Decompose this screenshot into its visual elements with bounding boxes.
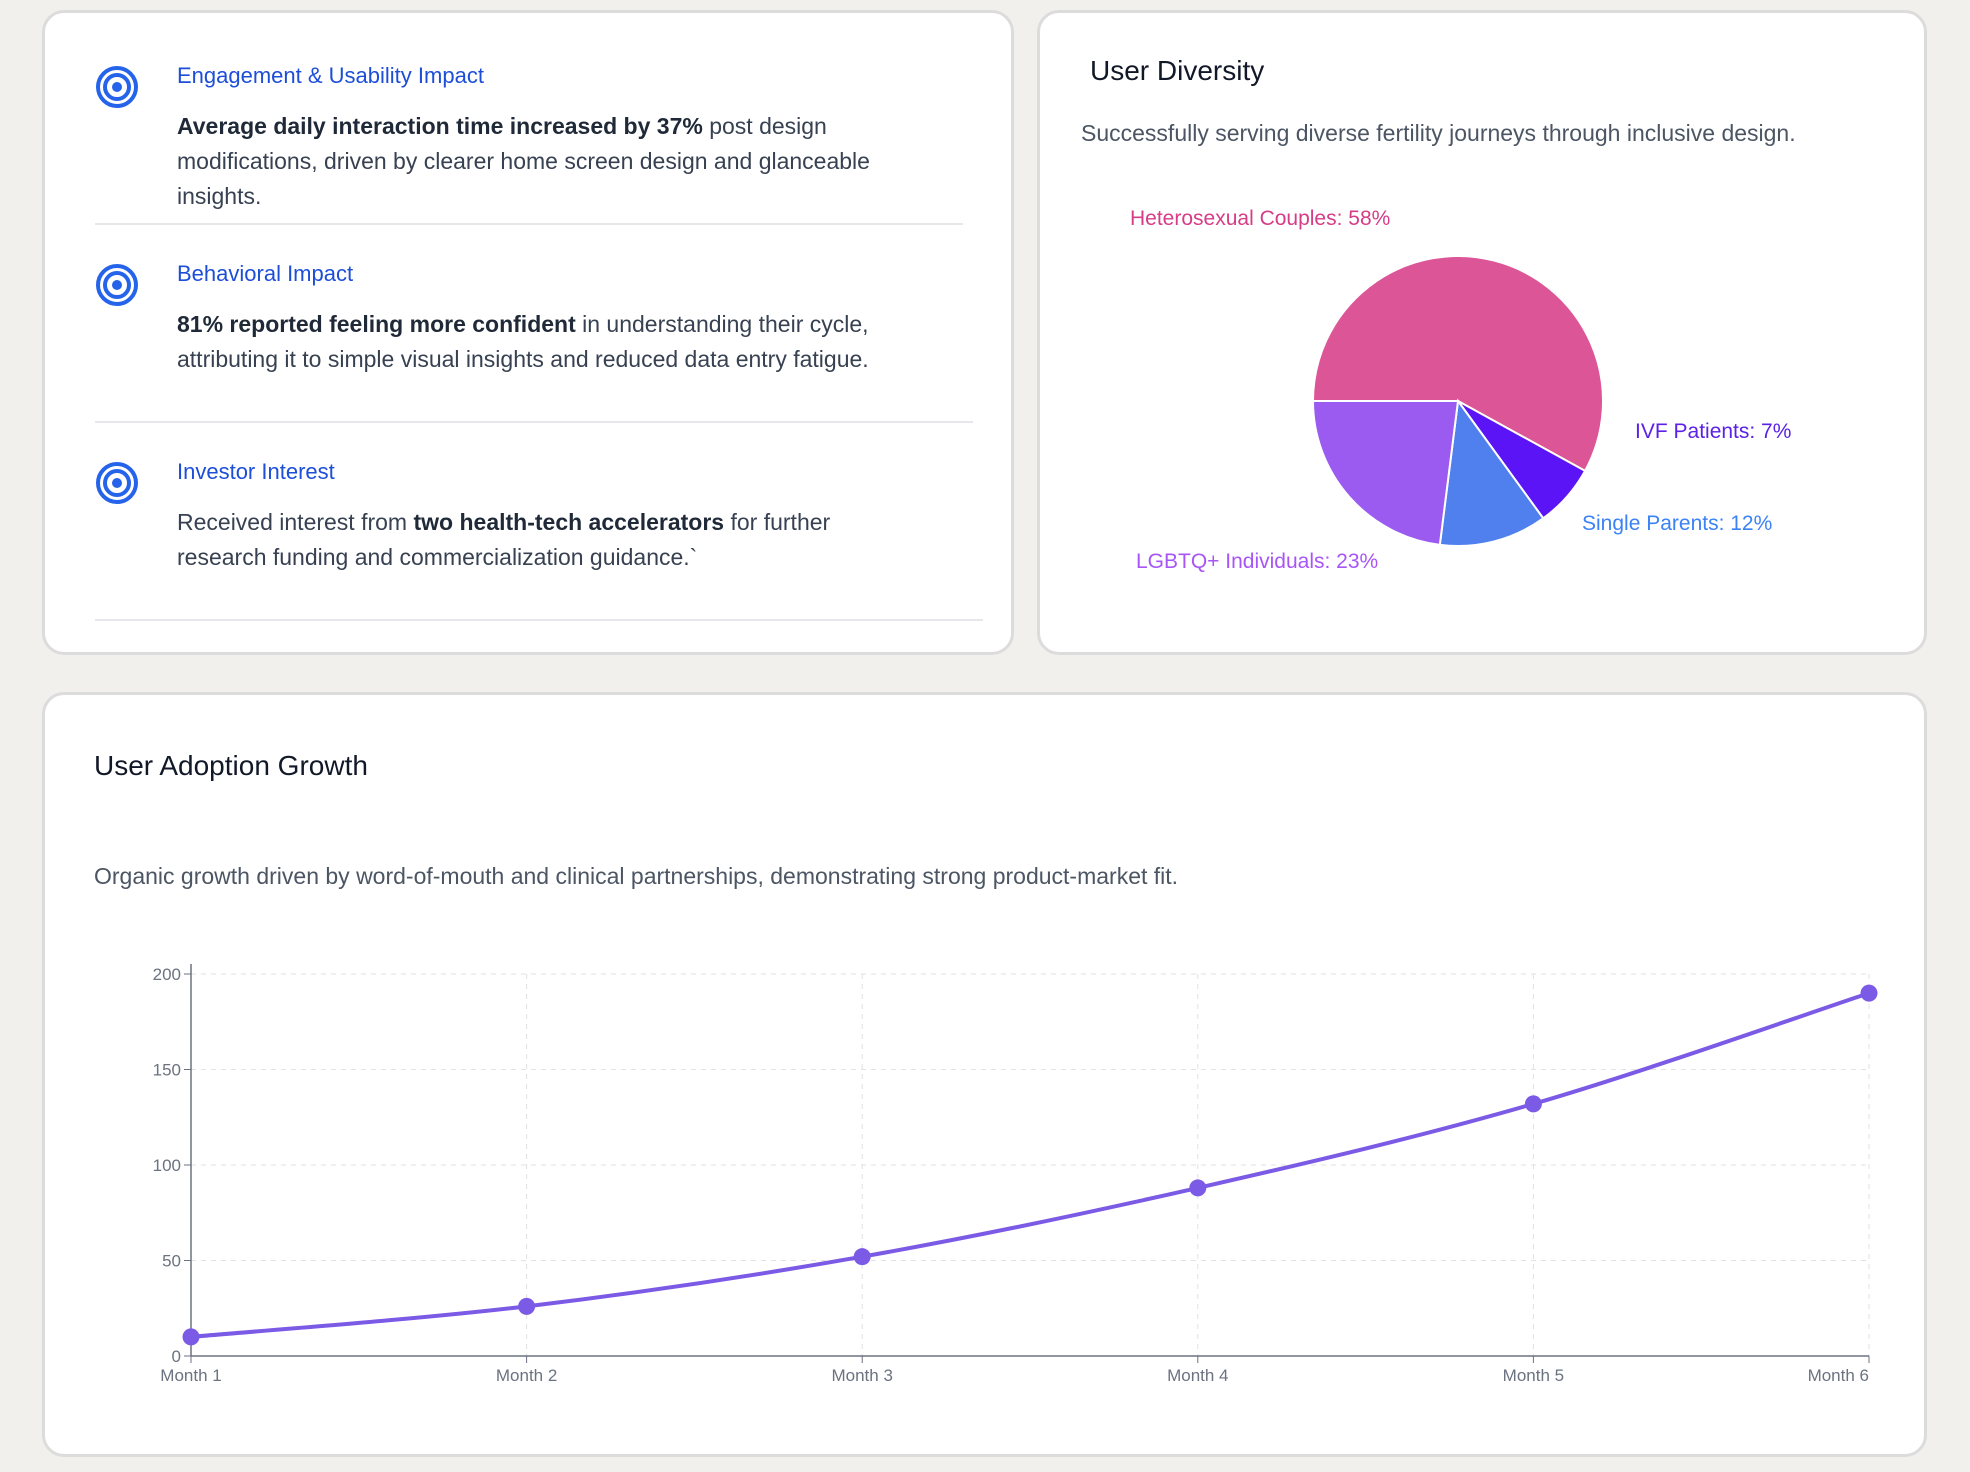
pie-chart: Heterosexual Couples: 58% IVF Patients: 7…: [1130, 207, 1791, 573]
data-point: [1524, 1095, 1542, 1113]
divider: [95, 619, 983, 621]
card-title: User Diversity: [1090, 55, 1265, 86]
y-tick-label: 150: [153, 1061, 181, 1080]
impact-card: Engagement & Usability Impact Average da…: [42, 10, 1014, 655]
line-chart: 0 50 100 150 200 Month 1 Month 2 Month 3 Month 4…: [153, 964, 1878, 1385]
target-icon: [96, 462, 138, 504]
x-tick-label: Month 2: [496, 1366, 557, 1385]
pie-slice: [1311, 400, 1460, 546]
data-point: [518, 1297, 536, 1315]
impact-title: Engagement & Usability Impact: [177, 63, 484, 88]
pie-slice-label: Single Parents: 12%: [1582, 512, 1772, 535]
card-subtitle: Organic growth driven by word-of-mouth a…: [94, 863, 1179, 889]
card-subtitle: Successfully serving diverse fertility j…: [1081, 120, 1796, 146]
impact-body-text: in understanding their cycle, attributin…: [177, 311, 869, 372]
pie-slice-label: IVF Patients: 7%: [1635, 420, 1791, 443]
impact-title: Behavioral Impact: [177, 261, 354, 286]
y-tick-label: 100: [153, 1156, 181, 1175]
divider: [95, 223, 963, 225]
impact-body-text: Received interest from: [177, 509, 414, 535]
x-tick-label: Month 6: [1808, 1366, 1869, 1385]
y-tick-label: 0: [172, 1347, 181, 1366]
impact-body-text: for further research funding and commerc…: [177, 509, 831, 570]
x-tick-label: Month 5: [1503, 1366, 1564, 1385]
data-point: [853, 1248, 871, 1266]
impact-body-highlight: Average daily interaction time increased…: [177, 113, 703, 139]
x-tick-label: Month 1: [160, 1366, 221, 1385]
impact-body-highlight: 81% reported feeling more confident: [177, 311, 576, 337]
pie-slice: [1311, 255, 1604, 473]
target-icon: [96, 264, 138, 306]
growth-card: User Adoption Growth Organic growth driv…: [42, 692, 1927, 1457]
card-title: User Adoption Growth: [94, 750, 368, 781]
impact-body: Received interest from two health-tech a…: [177, 505, 912, 575]
impact-body-highlight: two health-tech accelerators: [413, 509, 725, 535]
pie-slice-label: Heterosexual Couples: 58%: [1130, 207, 1390, 230]
data-point: [1189, 1179, 1207, 1197]
impact-body: Average daily interaction time increased…: [177, 109, 937, 214]
pie-slice: [1438, 398, 1545, 547]
y-tick-label: 200: [153, 965, 181, 984]
y-tick-label: 50: [162, 1252, 181, 1271]
diversity-card: User Diversity Successfully serving dive…: [1037, 10, 1927, 655]
pie-slice-label: LGBTQ+ Individuals: 23%: [1136, 550, 1378, 573]
impact-body-text: post design modifications, driven by cle…: [177, 113, 870, 209]
series-line: [190, 991, 1870, 1339]
data-point: [1860, 984, 1878, 1002]
x-tick-label: Month 4: [1167, 1366, 1228, 1385]
impact-title: Investor Interest: [177, 459, 335, 484]
target-icon: [96, 66, 138, 108]
impact-body: 81% reported feeling more confident in u…: [177, 307, 937, 377]
divider: [95, 421, 973, 423]
data-point: [182, 1328, 200, 1346]
x-tick-label: Month 3: [831, 1366, 892, 1385]
